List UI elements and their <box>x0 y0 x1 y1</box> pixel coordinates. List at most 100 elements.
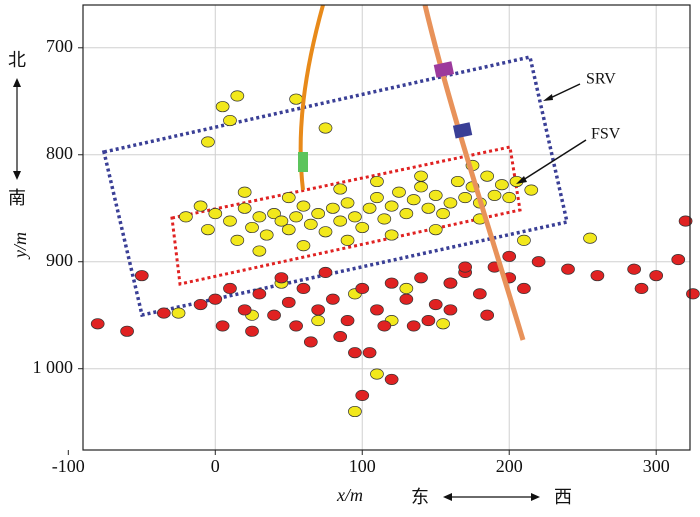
event-point <box>671 254 686 266</box>
event-point <box>311 315 326 327</box>
event-point <box>377 213 392 225</box>
event-point <box>245 325 259 337</box>
event-point <box>171 307 186 319</box>
event-point <box>414 272 428 284</box>
event-point <box>370 191 384 204</box>
event-point <box>406 194 421 206</box>
event-point <box>230 234 245 246</box>
event-point <box>333 215 348 227</box>
event-point <box>303 218 318 230</box>
event-point <box>134 270 149 282</box>
event-point <box>259 229 274 241</box>
event-point <box>370 368 384 380</box>
event-point <box>348 347 362 359</box>
y-tick-label: 900 <box>46 250 73 270</box>
arrowhead <box>13 78 21 87</box>
event-point <box>634 282 649 295</box>
event-point <box>362 202 377 214</box>
event-point <box>355 221 370 234</box>
event-point <box>326 293 340 305</box>
event-point <box>384 373 399 385</box>
event-point <box>215 320 230 332</box>
event-point <box>480 170 495 182</box>
arrowhead <box>443 493 452 501</box>
event-point <box>443 304 458 316</box>
event-point <box>487 189 502 201</box>
event-point <box>267 208 281 220</box>
y-direction-south: 南 <box>8 188 26 208</box>
event-point <box>524 184 539 196</box>
event-point <box>480 309 495 321</box>
event-point <box>252 288 267 300</box>
event-point <box>311 208 326 220</box>
event-point <box>156 307 171 319</box>
event-point <box>289 211 303 223</box>
event-point <box>421 202 436 214</box>
event-point <box>355 389 370 401</box>
event-point <box>458 261 472 273</box>
event-point <box>223 282 237 295</box>
event-point <box>223 114 237 127</box>
event-point <box>583 232 597 244</box>
event-point <box>495 179 509 191</box>
event-point <box>252 245 267 257</box>
event-point <box>406 320 421 332</box>
event-point <box>362 347 377 359</box>
event-point <box>428 189 443 201</box>
well-2-stage <box>433 61 455 78</box>
event-point <box>590 270 605 282</box>
event-point <box>296 240 311 252</box>
event-point <box>296 282 311 295</box>
event-point <box>502 250 517 262</box>
well-1-stage <box>298 152 308 172</box>
event-point <box>267 309 281 321</box>
event-point <box>237 186 252 198</box>
event-point <box>678 215 693 227</box>
event-point <box>531 256 546 268</box>
event-point <box>208 293 223 305</box>
event-point <box>201 136 215 148</box>
event-point <box>517 234 531 246</box>
event-point <box>120 325 134 337</box>
event-point <box>421 315 436 327</box>
event-point <box>450 175 465 188</box>
event-point <box>318 226 333 238</box>
x-direction-east: 东 <box>411 487 429 507</box>
event-point <box>517 282 531 295</box>
event-point <box>649 270 664 282</box>
event-point <box>443 197 458 209</box>
arrowhead <box>531 493 540 501</box>
event-point <box>326 202 340 214</box>
event-point <box>333 183 348 195</box>
well-2-stage <box>452 122 473 139</box>
arrowhead <box>13 171 21 180</box>
event-point <box>392 186 406 198</box>
event-point <box>193 298 208 311</box>
fsv-outline <box>170 145 522 286</box>
event-point <box>443 277 458 289</box>
event-point <box>340 315 355 327</box>
event-point <box>384 200 399 212</box>
arrowhead <box>543 94 553 101</box>
event-point <box>686 288 700 300</box>
srv-outline <box>101 54 570 318</box>
event-point <box>208 208 223 220</box>
x-tick-label: -100 <box>52 456 85 476</box>
event-point <box>274 272 289 284</box>
x-axis-label: x/m <box>336 485 363 505</box>
event-point <box>399 293 414 305</box>
fsv-label: FSV <box>591 126 621 143</box>
x-tick-label: 200 <box>496 456 523 476</box>
event-point <box>414 181 428 193</box>
event-point <box>245 221 259 234</box>
srv-label: SRV <box>586 71 616 88</box>
event-point <box>384 277 399 289</box>
event-point <box>223 215 237 227</box>
y-tick-label: 700 <box>46 36 73 56</box>
event-point <box>311 304 326 316</box>
event-point <box>252 211 267 223</box>
event-point <box>303 336 318 348</box>
event-point <box>428 298 443 311</box>
well-2 <box>422 4 526 341</box>
event-point <box>274 215 289 227</box>
